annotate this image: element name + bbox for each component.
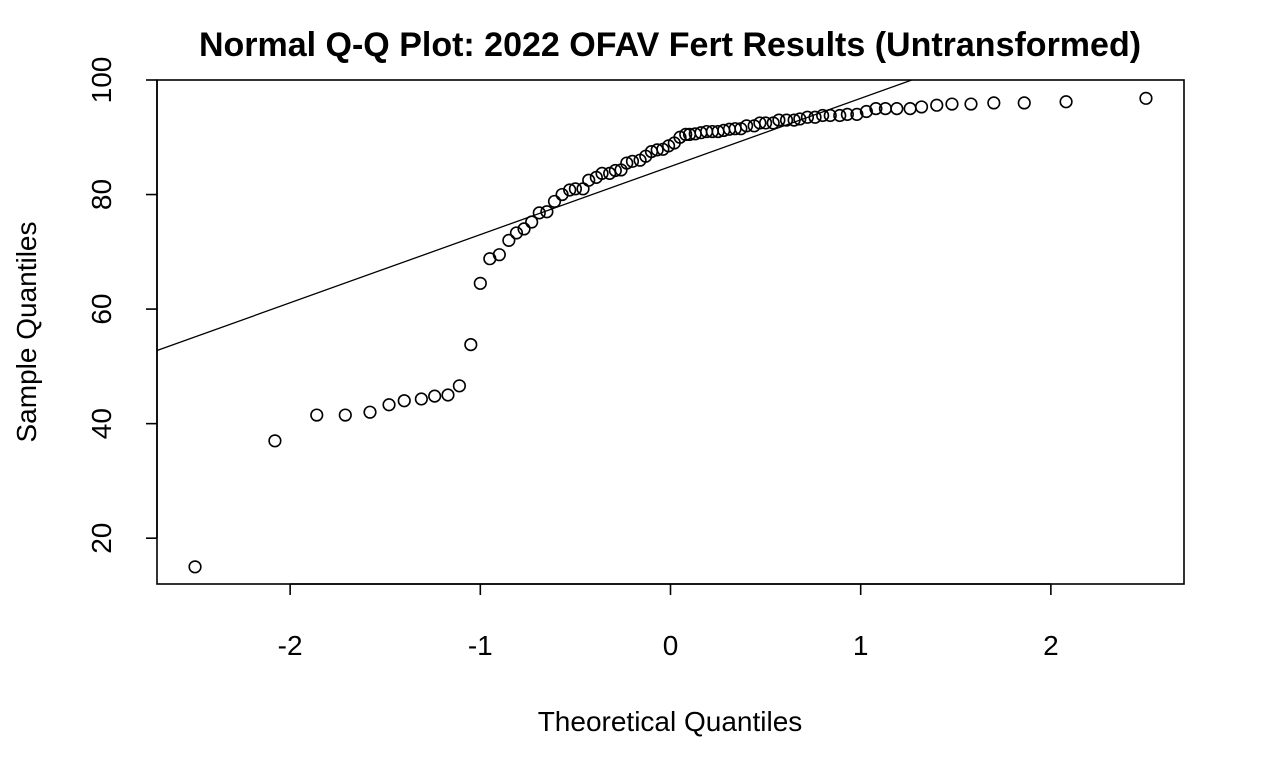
data-point (787, 113, 801, 127)
data-point (808, 110, 822, 124)
data-point (473, 276, 487, 290)
data-point (1059, 95, 1073, 109)
data-point (576, 182, 590, 196)
data-point (650, 143, 664, 157)
y-axis: 20 40 60 80 100 (86, 57, 158, 554)
chart-title: Normal Q-Q Plot: 2022 OFAV Fert Results … (199, 26, 1141, 64)
data-point (739, 119, 754, 133)
data-point (441, 388, 455, 402)
x-tick-label: -1 (468, 630, 493, 661)
data-point (772, 113, 786, 127)
data-point (833, 108, 847, 123)
data-point (890, 102, 904, 116)
data-point (753, 116, 767, 130)
x-axis-label: Theoretical Quantiles (538, 706, 803, 737)
data-point (563, 183, 577, 197)
data-point (428, 389, 442, 403)
data-point (625, 154, 640, 168)
data-point (452, 379, 466, 393)
data-point (582, 173, 596, 187)
y-tick-label: 40 (86, 408, 117, 439)
data-point (779, 113, 794, 127)
data-point (945, 97, 959, 111)
data-point (509, 226, 524, 240)
data-point (840, 107, 854, 121)
data-point (608, 163, 622, 178)
y-tick-label: 80 (86, 179, 117, 210)
data-point (547, 194, 562, 209)
data-point (555, 187, 569, 202)
data-point (620, 156, 634, 170)
x-tick-label: 1 (853, 630, 869, 661)
plot-frame (156, 79, 1185, 585)
data-point (679, 127, 693, 142)
data-point (964, 97, 978, 111)
data-point (310, 408, 324, 422)
data-point (758, 116, 773, 130)
data-point (338, 408, 352, 422)
y-axis-label: Sample Quantiles (11, 221, 42, 442)
data-point (540, 205, 554, 219)
data-point (823, 108, 837, 123)
y-tick-label: 20 (86, 523, 117, 554)
data-point (363, 405, 377, 419)
data-point (532, 206, 546, 220)
data-point (859, 104, 873, 119)
data-point (525, 215, 539, 229)
data-point (568, 182, 583, 196)
data-point (188, 560, 202, 574)
data-point (1017, 96, 1031, 110)
data-point (914, 100, 929, 114)
data-point (869, 102, 883, 116)
x-tick-label: 0 (663, 630, 679, 661)
data-point (502, 233, 516, 247)
y-tick-label: 60 (86, 294, 117, 325)
data-point (850, 107, 864, 121)
data-point (268, 434, 282, 448)
data-point (517, 222, 531, 236)
y-tick-label: 100 (86, 57, 117, 104)
data-point (930, 98, 944, 112)
data-point (1139, 91, 1153, 105)
data-point (816, 108, 830, 123)
data-point (464, 338, 478, 352)
data-point (793, 112, 807, 126)
data-point (800, 110, 815, 124)
data-point (595, 166, 609, 180)
data-points-group (188, 91, 1153, 574)
data-point (382, 398, 396, 412)
x-axis: -2 -1 0 1 2 (278, 583, 1059, 661)
data-point (414, 392, 428, 406)
data-point (903, 102, 917, 116)
data-point (492, 248, 506, 262)
x-tick-label: 2 (1043, 630, 1059, 661)
x-tick-label: -2 (278, 630, 303, 661)
data-point (397, 394, 411, 408)
data-point (987, 96, 1001, 110)
